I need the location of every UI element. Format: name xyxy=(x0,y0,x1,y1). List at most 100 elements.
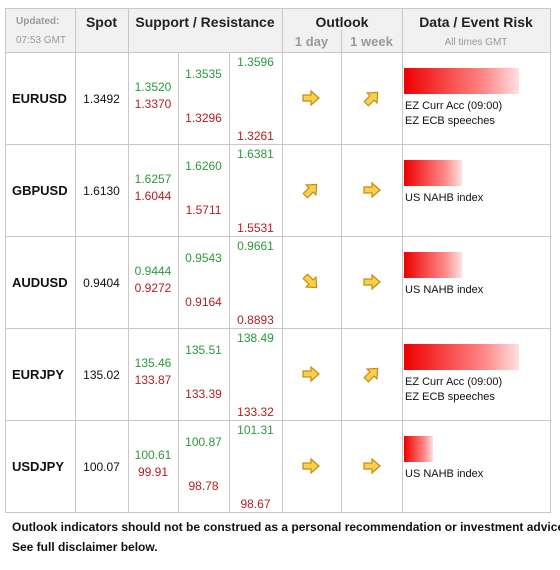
row-line xyxy=(5,328,550,329)
support: 0.9272 xyxy=(134,281,172,295)
support: 1.3370 xyxy=(134,97,172,111)
arrow-shape xyxy=(302,183,318,199)
outlook-arrow xyxy=(302,183,318,199)
support: 0.8893 xyxy=(237,313,274,327)
table-border xyxy=(5,8,550,9)
resistance: 0.9444 xyxy=(134,264,172,278)
resistance: 1.3535 xyxy=(185,67,222,81)
support: 133.39 xyxy=(185,387,222,401)
risk-bar xyxy=(404,68,519,94)
resistance: 138.49 xyxy=(237,331,274,345)
column-line xyxy=(128,8,129,512)
risk-bar xyxy=(404,436,433,462)
pair: GBPUSD xyxy=(12,183,68,198)
column-line xyxy=(178,52,179,512)
times-note: All times GMT xyxy=(444,37,508,48)
row-line xyxy=(5,144,550,145)
table-border xyxy=(5,8,6,512)
spot: 100.07 xyxy=(83,460,120,474)
risk-bar xyxy=(404,160,462,186)
arrow-shape xyxy=(363,181,381,199)
column-line xyxy=(75,8,76,512)
resistance: 1.6257 xyxy=(134,172,172,186)
support: 1.3296 xyxy=(185,111,222,125)
updated-time: 07:53 GMT xyxy=(16,35,67,46)
risk-bar xyxy=(404,344,519,370)
spot: 135.02 xyxy=(83,368,120,382)
spot: 1.3492 xyxy=(83,92,120,106)
outlook-arrow xyxy=(363,457,381,475)
resistance: 100.61 xyxy=(134,448,172,462)
outlook-arrow xyxy=(302,365,320,383)
arrow-shape xyxy=(302,273,318,289)
arrow-shape xyxy=(363,367,379,383)
support: 133.32 xyxy=(237,405,274,419)
support: 1.5711 xyxy=(185,203,222,217)
event: EZ ECB speeches xyxy=(405,115,495,127)
support: 1.5531 xyxy=(237,221,274,235)
support: 98.78 xyxy=(188,479,219,493)
resistance: 0.9661 xyxy=(237,239,274,253)
outlook-header: Outlook xyxy=(315,14,369,30)
resistance: 135.46 xyxy=(134,356,172,370)
pair: EURJPY xyxy=(12,367,65,382)
outlook-arrow xyxy=(302,89,320,107)
event: US NAHB index xyxy=(405,192,484,204)
pair: AUDUSD xyxy=(12,275,68,290)
support: 0.9164 xyxy=(185,295,222,309)
row-line xyxy=(5,420,550,421)
resistance: 135.51 xyxy=(185,343,222,357)
pair: EURUSD xyxy=(12,91,67,106)
arrow-shape xyxy=(302,365,320,383)
outlook-arrow xyxy=(302,273,318,289)
event: EZ Curr Acc (09:00) xyxy=(405,376,503,388)
spot: 1.6130 xyxy=(83,184,120,198)
resistance: 1.6260 xyxy=(185,159,222,173)
table-border xyxy=(5,512,550,513)
table-border xyxy=(550,8,551,513)
disclaimer: Outlook indicators should not be constru… xyxy=(12,520,560,534)
sr-header: Support / Resistance xyxy=(135,14,275,30)
event: US NAHB index xyxy=(405,468,484,480)
risk-bar xyxy=(404,252,462,278)
column-line xyxy=(229,52,230,512)
spot-header: Spot xyxy=(85,14,118,30)
row-line xyxy=(5,236,550,237)
resistance: 1.3596 xyxy=(237,55,274,69)
support: 1.3261 xyxy=(237,129,274,143)
outlook-arrow xyxy=(363,91,379,107)
outlook-arrow xyxy=(363,273,381,291)
column-line xyxy=(402,8,403,512)
outlook-arrow xyxy=(363,367,379,383)
spot: 0.9404 xyxy=(83,276,120,290)
disclaimer: See full disclaimer below. xyxy=(12,540,158,554)
support: 133.87 xyxy=(134,373,172,387)
event: US NAHB index xyxy=(405,284,484,296)
event-header: Data / Event Risk xyxy=(419,14,533,30)
event: EZ ECB speeches xyxy=(405,391,495,403)
resistance: 101.31 xyxy=(237,423,274,437)
support: 98.67 xyxy=(240,497,271,511)
resistance: 1.6381 xyxy=(237,147,274,161)
updated-label: Updated: xyxy=(16,16,60,27)
event: EZ Curr Acc (09:00) xyxy=(405,100,503,112)
pair: USDJPY xyxy=(12,459,65,474)
arrow-shape xyxy=(363,91,379,107)
arrow-shape xyxy=(302,457,320,475)
outlook-1day: 1 day xyxy=(294,34,329,49)
row-line xyxy=(5,52,550,53)
resistance: 0.9543 xyxy=(185,251,222,265)
header-bg xyxy=(5,8,550,52)
column-line xyxy=(282,8,283,512)
support: 1.6044 xyxy=(134,189,172,203)
column-line xyxy=(341,30,342,512)
resistance: 100.87 xyxy=(185,435,222,449)
arrow-shape xyxy=(363,273,381,291)
resistance: 1.3520 xyxy=(134,80,172,94)
outlook-1week: 1 week xyxy=(350,34,393,49)
support: 99.91 xyxy=(137,465,169,479)
outlook-arrow xyxy=(302,457,320,475)
arrow-shape xyxy=(302,89,320,107)
outlook-arrow xyxy=(363,181,381,199)
